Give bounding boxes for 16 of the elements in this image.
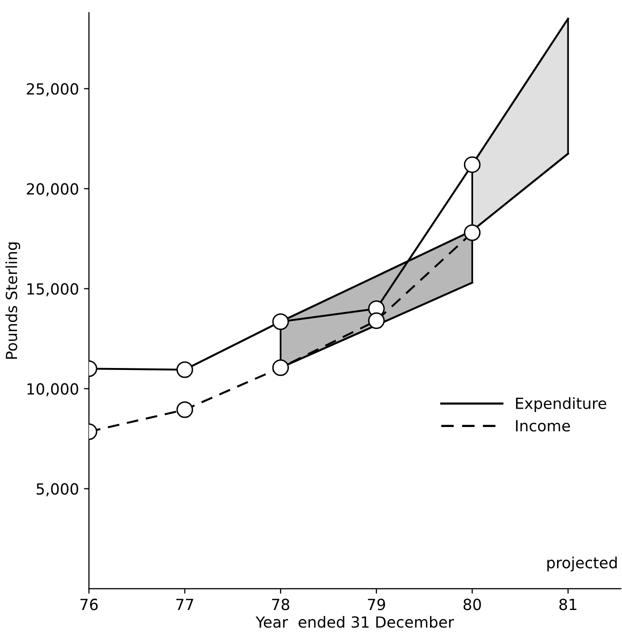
y-tick-label: 5,000 xyxy=(36,483,78,496)
y-tick-label: 10,000 xyxy=(27,383,78,396)
y-tick-label: 15,000 xyxy=(27,283,78,296)
x-tick-label: 76 xyxy=(80,598,98,610)
x-axis-title: Year ended 31 December xyxy=(256,616,454,628)
y-axis-title: Pounds Sterling xyxy=(5,242,20,359)
y-tick-label: 20,000 xyxy=(26,183,78,196)
legend-label: Income xyxy=(516,420,570,432)
x-tick-label: 81 xyxy=(559,598,576,610)
legend-label: Expenditure xyxy=(516,397,606,412)
x-tick-label: 80 xyxy=(464,598,481,610)
annotation: projected xyxy=(547,556,617,572)
x-tick-label: 77 xyxy=(176,598,194,610)
y-tick-label: 25,000 xyxy=(26,83,78,96)
x-tick-label: 79 xyxy=(368,598,386,610)
x-tick-label: 78 xyxy=(272,598,290,610)
